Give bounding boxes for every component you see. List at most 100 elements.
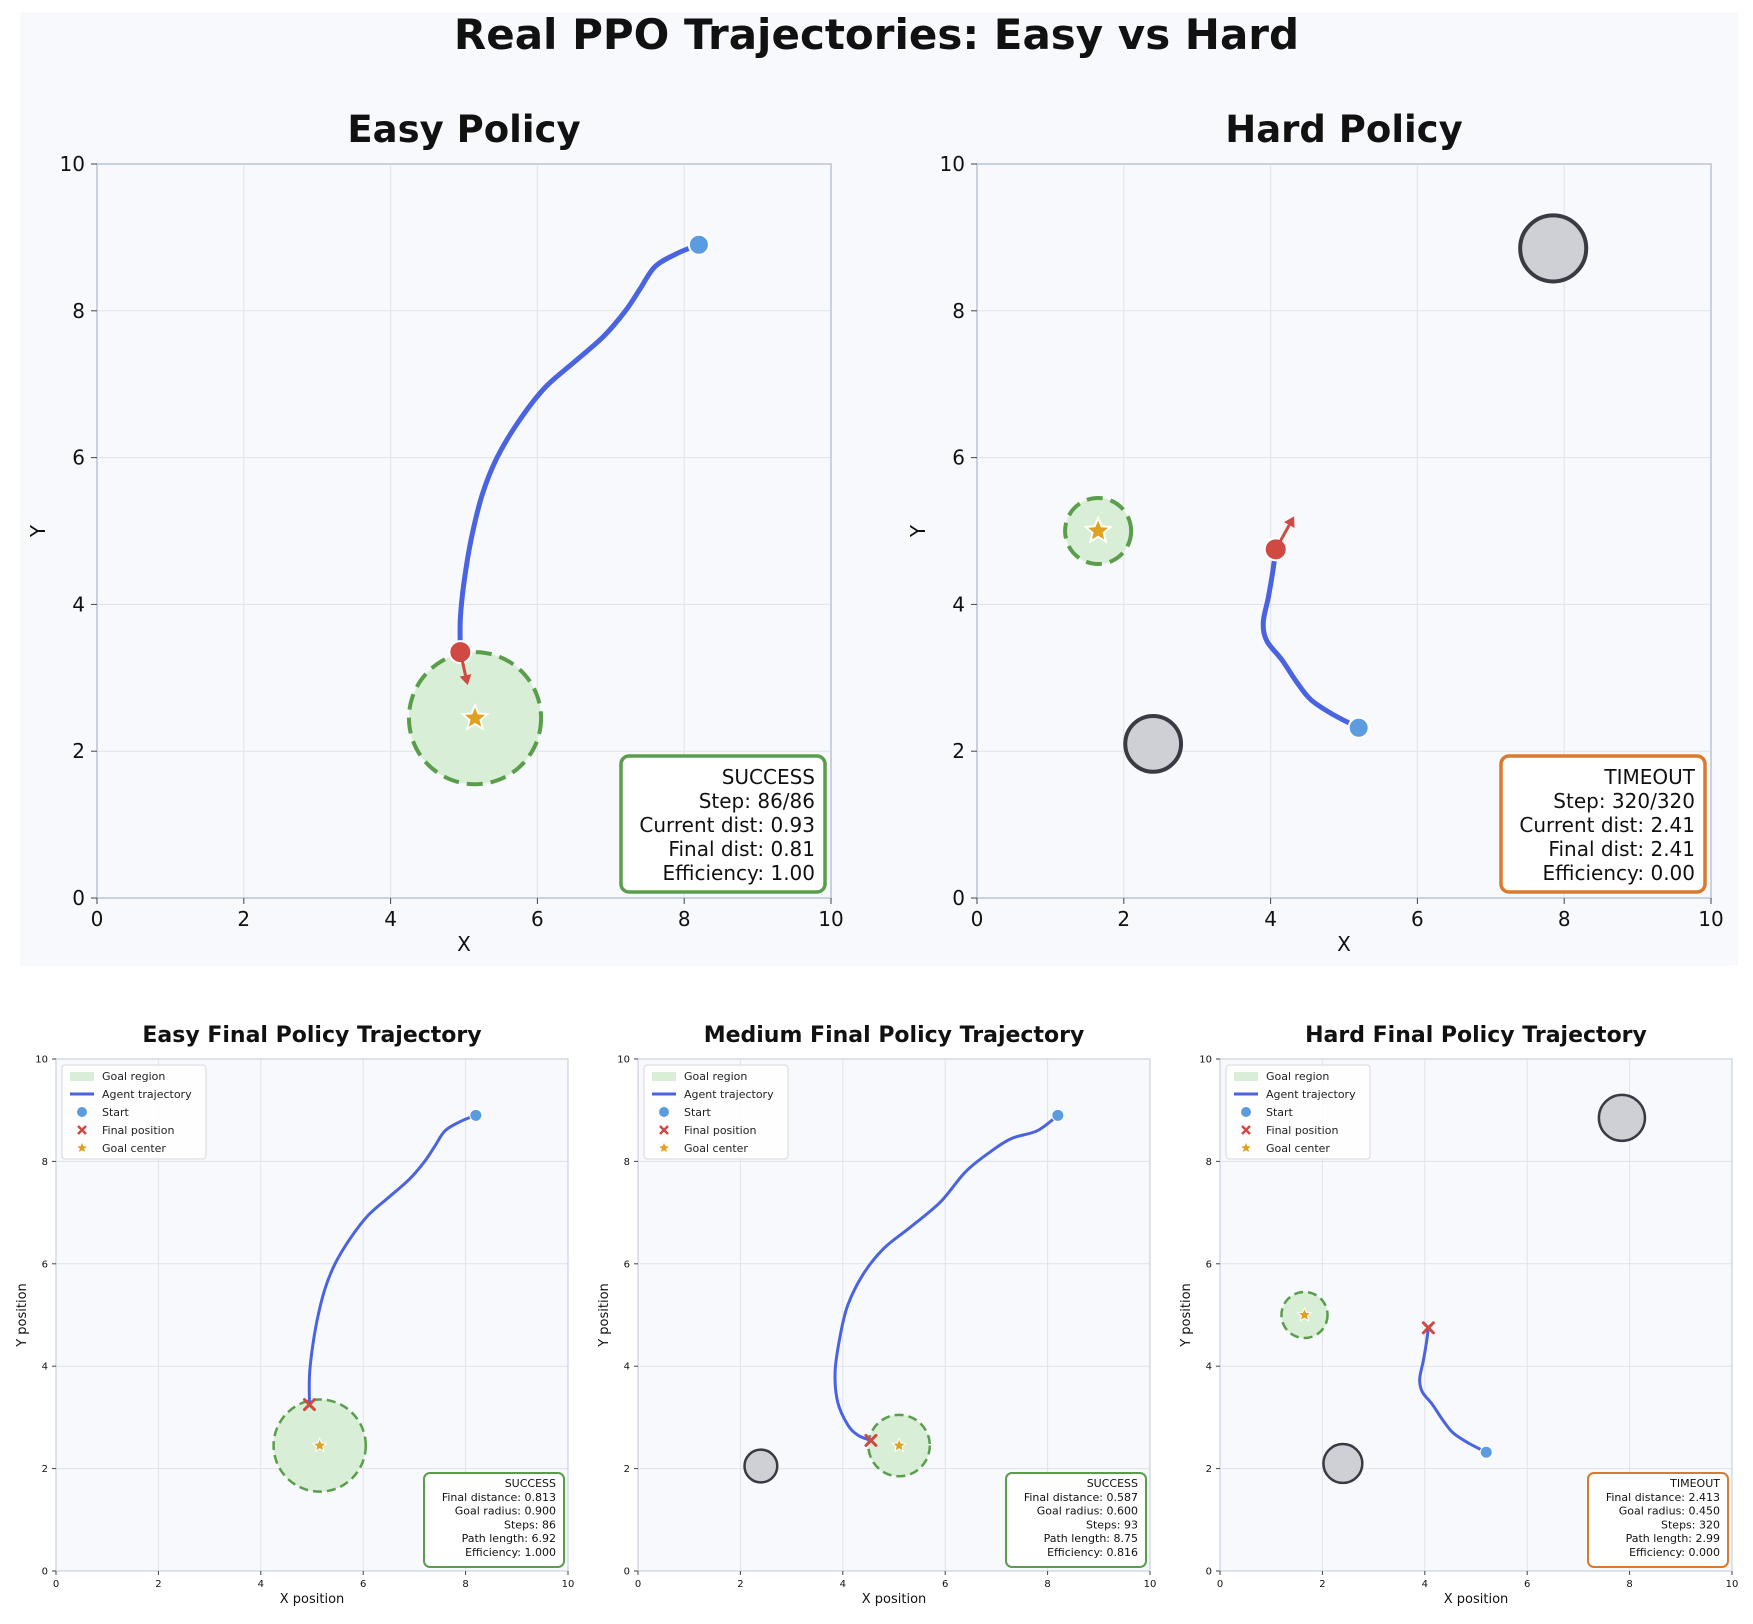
goal-center-marker — [460, 702, 490, 731]
info-box-line: Current dist: 0.93 — [639, 813, 815, 837]
legend-label: Goal center — [1266, 1142, 1330, 1155]
legend-label: Final position — [102, 1124, 174, 1137]
agent-trajectory — [833, 1113, 1060, 1442]
start-marker — [1347, 716, 1370, 739]
y-tick-label: 2 — [624, 1464, 630, 1475]
subplot-title: Hard Policy — [1225, 108, 1463, 151]
obstacle — [743, 1448, 779, 1484]
axes-frame — [976, 163, 1712, 899]
y-tick-label: 0 — [952, 886, 965, 910]
y-tick-label: 2 — [952, 739, 965, 763]
info-box-line: Path length: 2.99 — [1626, 1532, 1720, 1545]
final-position-marker — [302, 1398, 316, 1412]
info-box — [1499, 754, 1707, 894]
x-tick-label: 0 — [1217, 1579, 1223, 1590]
x-tick-label: 4 — [840, 1579, 846, 1590]
y-tick-label: 4 — [1206, 1362, 1212, 1373]
agent-trajectory — [307, 1113, 478, 1407]
x-tick-label: 4 — [258, 1579, 264, 1590]
x-axis-label: X position — [862, 1592, 927, 1607]
legend-star-swatch — [659, 1143, 669, 1153]
y-axis-label: Y — [906, 524, 930, 538]
info-box-line: SUCCESS — [1087, 1477, 1138, 1490]
y-axis-label: Y position — [15, 1283, 30, 1348]
final-position-marker — [1421, 1321, 1435, 1335]
y-tick-label: 10 — [940, 152, 965, 176]
legend-label: Final position — [684, 1124, 756, 1137]
start-marker — [1051, 1108, 1065, 1122]
x-tick-label: 8 — [1044, 1579, 1050, 1590]
x-tick-label: 10 — [818, 907, 843, 931]
y-tick-label: 0 — [624, 1567, 630, 1578]
legend-final-swatch — [77, 1125, 87, 1135]
legend-label: Goal region — [102, 1070, 165, 1083]
x-tick-label: 8 — [678, 907, 691, 931]
subplot-title: Easy Policy — [347, 108, 580, 151]
chart-easy-small: 0 2 4 6 8 10 0 2 4 6 8 10 X position Y position Easy F… — [15, 1023, 574, 1607]
x-tick-label: 2 — [1319, 1579, 1325, 1590]
x-tick-label: 6 — [942, 1579, 948, 1590]
info-box-line: Efficiency: 0.000 — [1629, 1546, 1720, 1559]
info-box-line: Path length: 6.92 — [462, 1532, 556, 1545]
x-tick-label: 8 — [1626, 1579, 1632, 1590]
legend-box — [1225, 1064, 1371, 1160]
info-box-line: Final distance: 2.413 — [1606, 1491, 1720, 1504]
info-box-line: Final dist: 0.81 — [668, 837, 815, 861]
legend-final-swatch — [659, 1125, 669, 1135]
chart-medium-small: 0 2 4 6 8 10 0 2 4 6 8 10 X position Y position Medium… — [597, 1023, 1156, 1607]
x-axis-label: X position — [1444, 1592, 1509, 1607]
chart-hard-large: 0 2 4 6 8 10 0 2 4 6 8 10 X Y Hard Policy TIMEOUTStep: … — [906, 108, 1724, 956]
obstacle — [1518, 213, 1589, 284]
obstacle — [1123, 713, 1184, 774]
x-tick-label: 6 — [1524, 1579, 1530, 1590]
y-tick-label: 4 — [72, 592, 85, 616]
y-tick-label: 10 — [617, 1055, 630, 1066]
x-tick-label: 8 — [1558, 907, 1571, 931]
heading-arrow-head — [1283, 516, 1295, 528]
y-tick-label: 8 — [1206, 1157, 1212, 1168]
y-tick-label: 10 — [35, 1055, 48, 1066]
legend-label: Agent trajectory — [1266, 1088, 1356, 1101]
x-tick-label: 4 — [1422, 1579, 1428, 1590]
info-box-line: Goal radius: 0.900 — [455, 1505, 556, 1518]
y-tick-label: 10 — [1199, 1055, 1212, 1066]
legend-label: Agent trajectory — [102, 1088, 192, 1101]
x-axis-label: X — [457, 932, 471, 956]
info-box-line: Steps: 320 — [1661, 1518, 1720, 1531]
y-axis-label: Y position — [597, 1283, 612, 1348]
x-axis-label: X position — [280, 1592, 345, 1607]
x-tick-label: 6 — [360, 1579, 366, 1590]
heading-arrow-shaft — [1274, 524, 1291, 551]
legend-star-swatch — [77, 1143, 87, 1153]
legend-label: Final position — [1266, 1124, 1338, 1137]
y-tick-label: 0 — [1206, 1567, 1212, 1578]
y-tick-label: 6 — [42, 1259, 48, 1270]
agent-trajectory — [1418, 1326, 1488, 1454]
info-box-line: Steps: 93 — [1086, 1518, 1138, 1531]
legend-start-swatch — [659, 1107, 669, 1117]
x-tick-label: 0 — [91, 907, 104, 931]
y-tick-label: 6 — [624, 1259, 630, 1270]
info-box-line: Efficiency: 0.816 — [1047, 1546, 1138, 1559]
y-tick-label: 2 — [72, 739, 85, 763]
y-tick-label: 0 — [42, 1567, 48, 1578]
y-tick-label: 8 — [42, 1157, 48, 1168]
y-tick-label: 4 — [952, 592, 965, 616]
x-tick-label: 8 — [462, 1579, 468, 1590]
obstacle — [1322, 1442, 1364, 1485]
legend-label: Agent trajectory — [684, 1088, 774, 1101]
legend-label: Goal region — [684, 1070, 747, 1083]
info-box-line: Efficiency: 1.00 — [662, 861, 815, 885]
x-tick-label: 10 — [1698, 907, 1723, 931]
x-tick-label: 10 — [1144, 1579, 1157, 1590]
y-tick-label: 6 — [1206, 1259, 1212, 1270]
legend-goal-swatch — [1234, 1072, 1258, 1081]
heading-arrow-shaft — [458, 651, 467, 676]
info-box-line: Efficiency: 1.000 — [465, 1546, 556, 1559]
info-box-line: Current dist: 2.41 — [1519, 813, 1695, 837]
legend-goal-swatch — [70, 1072, 94, 1081]
subplot-title: Easy Final Policy Trajectory — [142, 1023, 481, 1048]
info-box-line: Final distance: 0.813 — [442, 1491, 556, 1504]
chart-hard-small: 0 2 4 6 8 10 0 2 4 6 8 10 X position Y position Hard F… — [1179, 1023, 1738, 1607]
y-tick-label: 8 — [72, 299, 85, 323]
